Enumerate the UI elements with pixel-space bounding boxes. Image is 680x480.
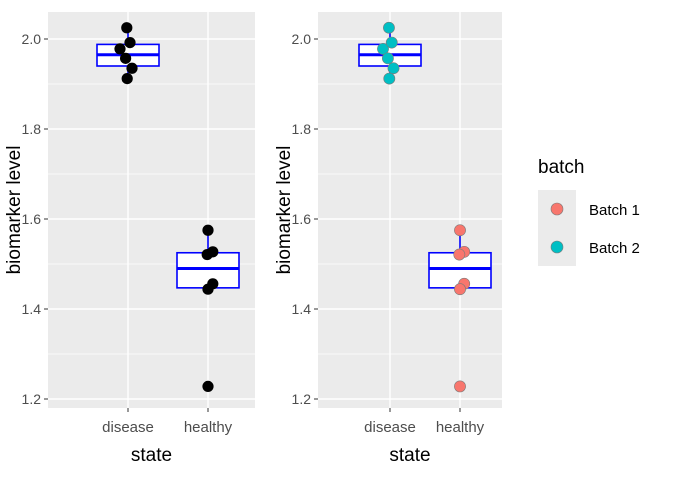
data-point bbox=[122, 73, 133, 84]
data-point bbox=[388, 63, 399, 74]
legend: batch Batch 1 Batch 2 bbox=[538, 157, 640, 266]
legend-key-1 bbox=[551, 203, 563, 215]
y-tick-label: 1.4 bbox=[22, 301, 42, 317]
data-point bbox=[454, 381, 465, 392]
y-tick-label: 1.8 bbox=[22, 121, 42, 137]
y-tick-label: 1.2 bbox=[22, 391, 42, 407]
legend-key-2 bbox=[551, 241, 563, 253]
y-axis-title: biomarker level bbox=[274, 146, 295, 275]
data-point bbox=[384, 73, 395, 84]
legend-title: batch bbox=[538, 157, 584, 178]
data-point bbox=[202, 284, 213, 295]
data-point bbox=[202, 225, 213, 236]
y-tick-label: 1.2 bbox=[292, 391, 312, 407]
data-point bbox=[386, 37, 397, 48]
x-tick-label: disease bbox=[364, 419, 416, 436]
data-point bbox=[202, 381, 213, 392]
legend-label: Batch 2 bbox=[589, 240, 640, 257]
data-point bbox=[383, 22, 394, 33]
y-axis-title: biomarker level bbox=[4, 146, 25, 275]
panel-background bbox=[318, 12, 502, 408]
x-tick-label: healthy bbox=[436, 419, 485, 436]
data-point bbox=[121, 22, 132, 33]
y-tick-label: 1.8 bbox=[292, 121, 312, 137]
legend-label: Batch 1 bbox=[589, 202, 640, 219]
data-point bbox=[114, 43, 125, 54]
x-axis-title: state bbox=[131, 445, 172, 466]
panel-background bbox=[48, 12, 255, 408]
x-axis-title: state bbox=[389, 445, 430, 466]
data-point bbox=[454, 225, 465, 236]
data-point bbox=[126, 63, 137, 74]
data-point bbox=[124, 37, 135, 48]
data-point bbox=[382, 53, 393, 64]
y-tick-label: 2.0 bbox=[22, 31, 42, 47]
y-tick-label: 1.4 bbox=[292, 301, 312, 317]
data-point bbox=[120, 53, 131, 64]
data-point bbox=[454, 249, 465, 260]
data-point bbox=[202, 249, 213, 260]
y-tick-label: 2.0 bbox=[292, 31, 312, 47]
x-tick-label: healthy bbox=[184, 419, 233, 436]
x-tick-label: disease bbox=[102, 419, 154, 436]
data-point bbox=[454, 284, 465, 295]
